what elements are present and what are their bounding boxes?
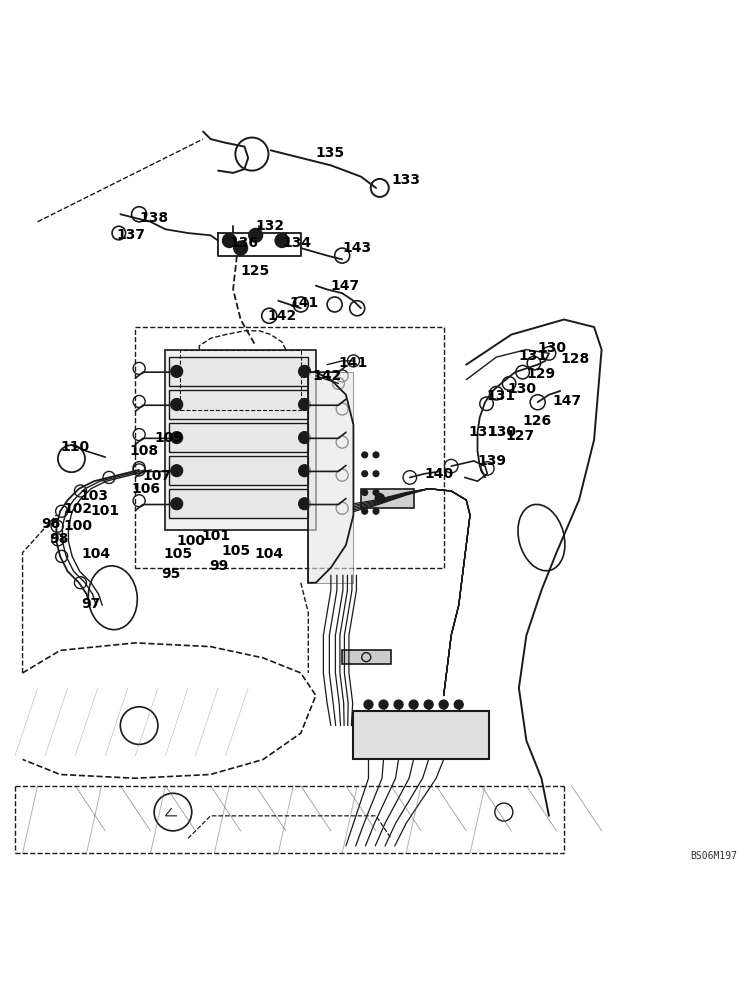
Circle shape [373, 508, 379, 514]
Text: 108: 108 [129, 444, 159, 458]
Text: 104: 104 [81, 547, 111, 561]
Text: 135: 135 [316, 146, 345, 160]
Text: 131: 131 [487, 389, 516, 403]
Text: 136: 136 [229, 236, 259, 250]
Circle shape [409, 700, 418, 709]
Circle shape [171, 432, 183, 444]
Text: BS06M197: BS06M197 [690, 851, 737, 861]
Text: 126: 126 [523, 414, 552, 428]
Circle shape [249, 229, 262, 242]
Text: 109: 109 [154, 431, 183, 445]
Text: 110: 110 [60, 440, 89, 454]
Text: 107: 107 [143, 469, 172, 483]
Circle shape [171, 498, 183, 510]
Text: 134: 134 [282, 236, 311, 250]
Text: 133: 133 [391, 173, 420, 187]
Circle shape [223, 234, 236, 247]
Text: 130: 130 [538, 341, 567, 355]
Text: 101: 101 [90, 504, 120, 518]
Bar [180, 350, 301, 410]
Bar [308, 372, 353, 583]
Text: 129: 129 [526, 367, 556, 381]
Bar [361, 489, 414, 508]
Text: 142: 142 [312, 369, 341, 383]
Bar [342, 650, 391, 664]
Text: 105: 105 [164, 547, 193, 561]
Circle shape [373, 489, 379, 495]
Text: 102: 102 [64, 502, 93, 516]
Text: 127: 127 [505, 429, 535, 443]
Text: 99: 99 [209, 559, 229, 573]
Circle shape [299, 365, 311, 377]
Circle shape [362, 489, 368, 495]
Circle shape [299, 432, 311, 444]
Circle shape [373, 471, 379, 477]
Circle shape [439, 700, 448, 709]
Text: 97: 97 [81, 597, 101, 611]
Circle shape [171, 465, 183, 477]
Circle shape [375, 494, 384, 503]
Text: 131: 131 [519, 349, 548, 363]
Circle shape [394, 700, 403, 709]
Text: 141: 141 [290, 296, 319, 310]
Text: 147: 147 [553, 394, 582, 408]
Text: 105: 105 [222, 544, 251, 558]
Circle shape [379, 700, 388, 709]
Bar [135, 327, 444, 568]
Text: 132: 132 [256, 219, 285, 233]
Text: 104: 104 [254, 547, 284, 561]
Bar [169, 357, 308, 386]
Text: 96: 96 [41, 517, 61, 531]
Text: 131: 131 [468, 425, 498, 439]
Text: 101: 101 [202, 529, 231, 543]
Text: 125: 125 [241, 264, 270, 278]
Text: 98: 98 [49, 532, 68, 546]
Text: 130: 130 [487, 425, 517, 439]
Text: 103: 103 [79, 489, 108, 503]
Text: 138: 138 [139, 211, 168, 225]
Bar [169, 489, 308, 518]
Text: 137: 137 [117, 228, 146, 242]
Text: 143: 143 [342, 241, 371, 255]
Text: 128: 128 [560, 352, 590, 366]
Text: 139: 139 [478, 454, 507, 468]
Text: 140: 140 [425, 467, 454, 481]
Circle shape [299, 398, 311, 411]
Circle shape [171, 365, 183, 377]
Text: 130: 130 [508, 382, 537, 396]
Circle shape [171, 398, 183, 411]
Circle shape [299, 465, 311, 477]
Bar [169, 456, 308, 485]
Circle shape [364, 700, 373, 709]
Circle shape [362, 471, 368, 477]
Circle shape [424, 700, 433, 709]
Circle shape [299, 498, 311, 510]
Circle shape [362, 508, 368, 514]
Bar [169, 390, 308, 419]
Circle shape [373, 452, 379, 458]
Bar [353, 711, 489, 759]
Bar [165, 350, 316, 530]
Text: 100: 100 [177, 534, 206, 548]
Bar [169, 423, 308, 452]
Circle shape [362, 452, 368, 458]
Text: 141: 141 [338, 356, 368, 370]
Circle shape [275, 234, 289, 247]
Circle shape [454, 700, 463, 709]
Text: 142: 142 [267, 309, 296, 323]
Text: 95: 95 [162, 567, 181, 581]
Circle shape [234, 241, 247, 255]
Text: 147: 147 [331, 279, 360, 293]
Text: 100: 100 [64, 519, 93, 533]
Text: 106: 106 [132, 482, 161, 496]
